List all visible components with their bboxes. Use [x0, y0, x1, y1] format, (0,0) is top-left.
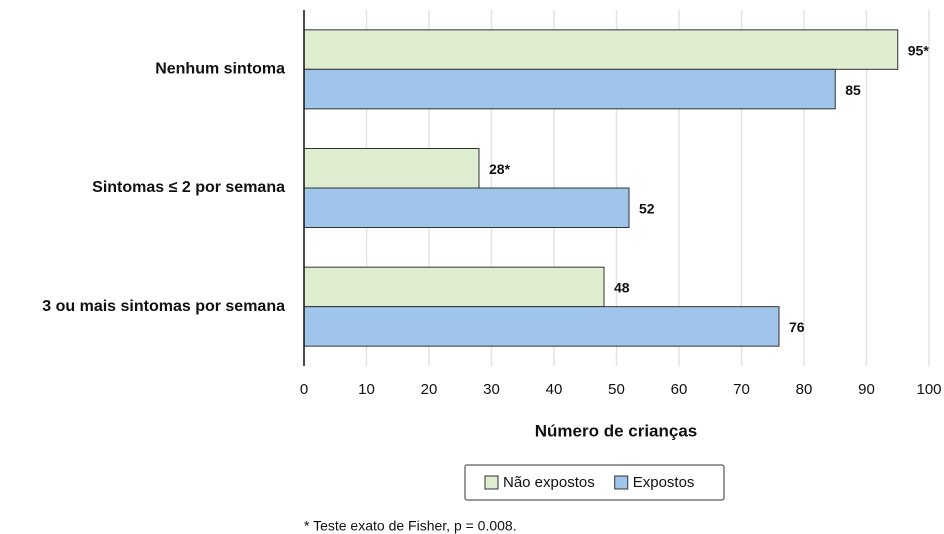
data-label: 48: [614, 280, 630, 296]
bar: [303, 187, 630, 228]
x-tick-label: 40: [546, 381, 563, 398]
y-tick-label: Sintomas ≤ 2 por semana: [92, 179, 285, 196]
x-tick-label: 80: [796, 381, 813, 398]
y-tick-label: Nenhum sintoma: [155, 61, 285, 78]
legend-swatch: [614, 475, 629, 490]
legend-label: Expostos: [633, 474, 695, 491]
x-tick-label: 100: [916, 381, 941, 398]
legend-swatch: [484, 475, 499, 490]
x-tick-label: 20: [421, 381, 438, 398]
x-axis-title: Número de crianças: [535, 421, 698, 440]
x-tick-label: 0: [300, 381, 308, 398]
y-tick-label: 3 ou mais sintomas por semana: [42, 298, 285, 315]
data-label: 95*: [908, 42, 930, 58]
legend-label: Não expostos: [503, 474, 595, 491]
x-tick-label: 60: [671, 381, 688, 398]
legend-box: [464, 464, 725, 501]
footnote: * Teste exato de Fisher, p = 0.008.: [304, 518, 517, 534]
x-tick-label: 70: [733, 381, 750, 398]
data-label: 52: [639, 200, 655, 216]
bar: [303, 68, 836, 110]
x-tick-label: 10: [358, 381, 375, 398]
bar: [303, 29, 899, 70]
x-tick-label: 90: [858, 381, 875, 398]
x-tick-label: 50: [608, 381, 625, 398]
x-tick-label: 30: [483, 381, 500, 398]
bar: [303, 306, 780, 347]
data-label: 85: [845, 82, 861, 98]
data-label: 76: [789, 319, 805, 335]
data-label: 28*: [489, 161, 511, 177]
bar: [303, 266, 605, 308]
bar: [303, 148, 480, 189]
